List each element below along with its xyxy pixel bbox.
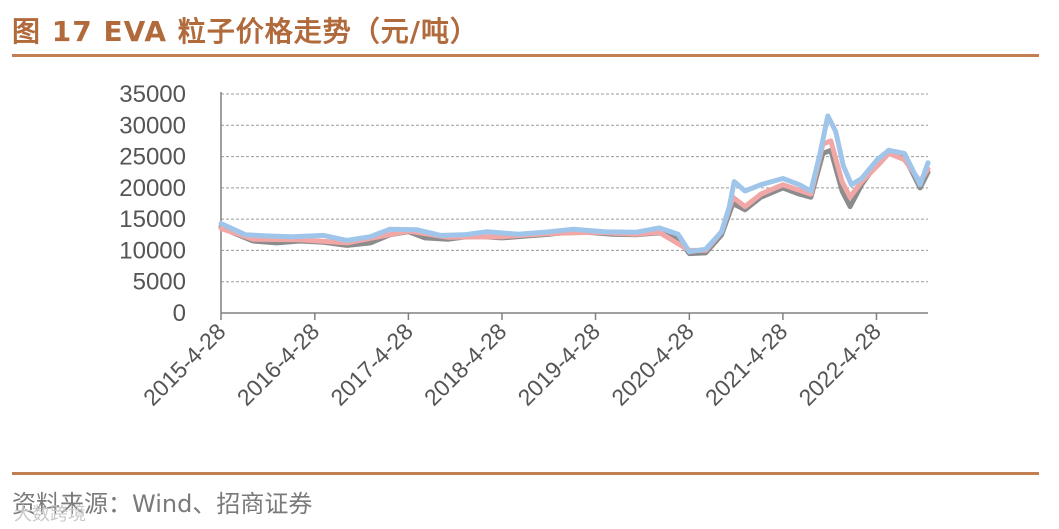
y-tick-label: 30000 [119,112,186,139]
watermark: 大数跨境 [14,504,86,525]
x-tick-label: 2021-4-28 [700,318,793,411]
y-tick-label: 25000 [119,144,186,171]
chart-series [218,113,931,257]
y-tick-label: 20000 [119,175,186,202]
chart-axes [220,92,928,320]
x-tick-label: 2022-4-28 [793,318,886,411]
x-tick-label: 2020-4-28 [606,318,699,411]
chart-grid [221,93,928,283]
series-line-3 [218,113,931,255]
y-tick-label: 0 [173,300,186,327]
figure-title: 图 17 EVA 粒子价格走势（元/吨） [12,15,480,48]
y-tick-label: 35000 [119,81,186,108]
y-tick-label: 5000 [133,269,186,296]
x-axis-ticks: 2015-4-28 2016-4-28 2017-4-28 2018-4-28 2019… [138,318,886,411]
x-tick-label: 2019-4-28 [513,318,606,411]
x-tick-label: 2017-4-28 [325,318,418,411]
y-tick-label: 15000 [119,206,186,233]
source-note: 资料来源：Wind、招商证券 [12,490,313,518]
x-tick-label: 2018-4-28 [419,318,512,411]
x-tick-label: 2015-4-28 [138,318,231,411]
y-tick-label: 10000 [119,237,186,264]
x-tick-label: 2016-4-28 [232,318,325,411]
y-axis-ticks: 0 5000 10000 15000 20000 25000 30000 35000 [119,81,186,327]
footer-divider [12,472,1039,475]
title-divider [12,54,1039,57]
line-chart: 0 5000 10000 15000 20000 25000 30000 35000 2015… [119,81,931,411]
